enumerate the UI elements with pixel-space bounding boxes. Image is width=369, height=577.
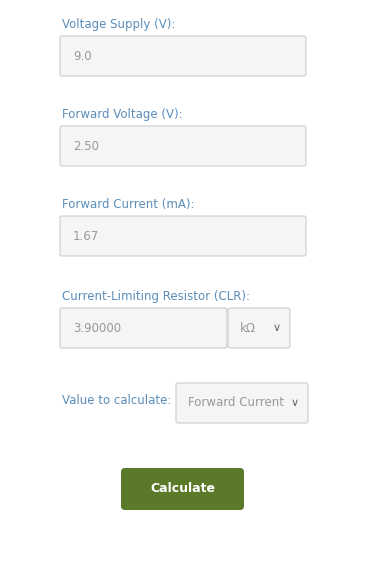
Text: 1.67: 1.67 [73, 230, 99, 242]
Text: 9.0: 9.0 [73, 50, 92, 62]
FancyBboxPatch shape [121, 468, 244, 510]
FancyBboxPatch shape [176, 383, 308, 423]
Text: Calculate: Calculate [150, 482, 215, 496]
Text: Current-Limiting Resistor (CLR):: Current-Limiting Resistor (CLR): [62, 290, 250, 303]
FancyBboxPatch shape [60, 308, 227, 348]
Text: ∨: ∨ [273, 323, 281, 333]
FancyBboxPatch shape [60, 36, 306, 76]
Text: ∨: ∨ [291, 398, 299, 408]
Text: Voltage Supply (V):: Voltage Supply (V): [62, 18, 175, 31]
Text: 2.50: 2.50 [73, 140, 99, 152]
Text: Value to calculate:: Value to calculate: [62, 394, 171, 407]
FancyBboxPatch shape [228, 308, 290, 348]
Text: 3.90000: 3.90000 [73, 321, 121, 335]
Text: kΩ: kΩ [240, 321, 256, 335]
Text: Forward Current: Forward Current [188, 396, 284, 410]
Text: Forward Voltage (V):: Forward Voltage (V): [62, 108, 183, 121]
FancyBboxPatch shape [60, 216, 306, 256]
Text: Forward Current (mA):: Forward Current (mA): [62, 198, 194, 211]
FancyBboxPatch shape [60, 126, 306, 166]
